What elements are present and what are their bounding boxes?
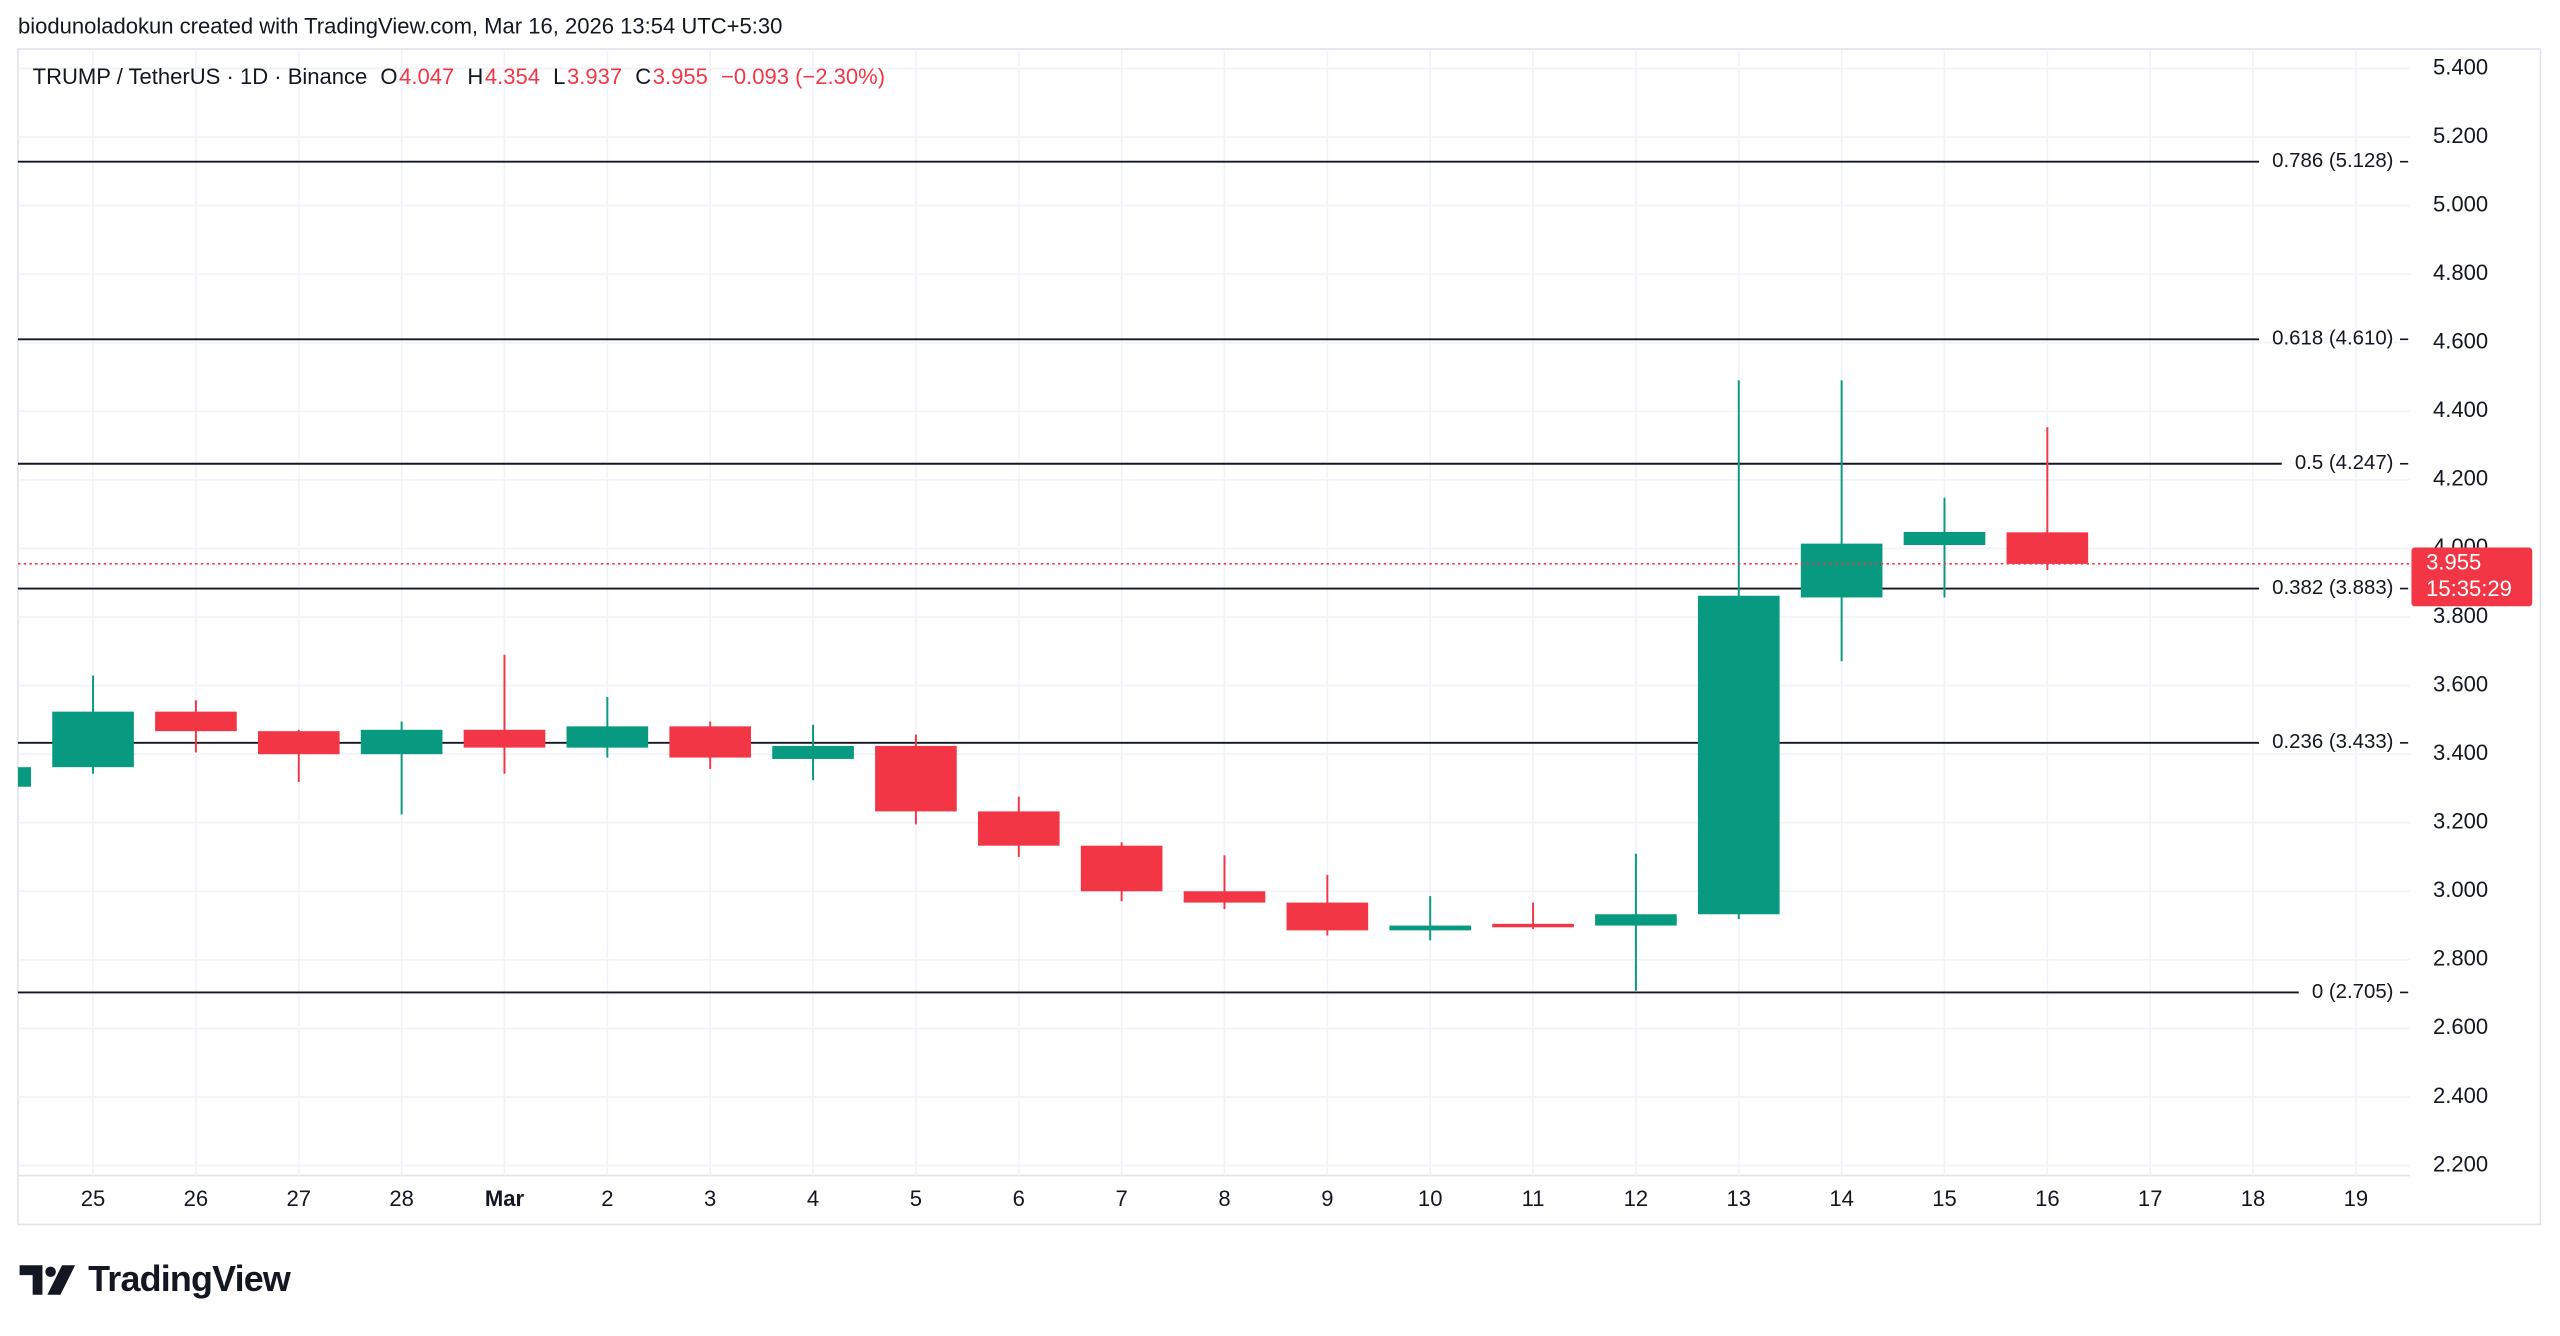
candle-body: [1183, 891, 1266, 903]
y-tick-label: 3.400: [2433, 740, 2488, 765]
x-tick-label: 9: [1321, 1186, 1333, 1211]
candle-body: [1286, 902, 1369, 931]
legend-value: 4.047: [399, 64, 454, 89]
price-tag-countdown: 15:35:29: [2426, 576, 2512, 601]
legend: TRUMP / TetherUS · 1D · Binance O 4.047 H 4…: [33, 64, 885, 89]
x-tick-label: 26: [184, 1186, 209, 1211]
x-tick-label: 5: [910, 1186, 922, 1211]
candle-body: [463, 729, 546, 748]
candle-body: [155, 711, 237, 732]
x-tick-label: 12: [1624, 1186, 1649, 1211]
x-tick-label: 28: [389, 1186, 414, 1211]
candle-body: [977, 811, 1060, 846]
candle-body: [566, 726, 649, 748]
x-tick-label: 13: [1727, 1186, 1752, 1211]
x-tick-label: 3: [704, 1186, 716, 1211]
x-tick-label: 16: [2035, 1186, 2060, 1211]
y-tick-label: 4.200: [2433, 466, 2488, 491]
y-tick-label: 3.200: [2433, 809, 2488, 834]
x-tick-label: 4: [807, 1186, 819, 1211]
x-tick-label: 8: [1218, 1186, 1230, 1211]
x-tick-label: Mar: [485, 1186, 525, 1211]
y-tick-label: 4.600: [2433, 329, 2488, 354]
candle-body: [1595, 914, 1677, 926]
axes: 2.200 2.400 2.600 2.800 3.000 3.200 3.400 3.600…: [81, 54, 2533, 1211]
legend-change: −0.093 (−2.30%): [721, 64, 885, 89]
candle-body: [1492, 923, 1574, 928]
y-tick-label: 3.000: [2433, 877, 2488, 902]
x-tick-label: 11: [1522, 1186, 1545, 1211]
candle-body: [17, 767, 32, 787]
x-tick-label: 7: [1115, 1186, 1127, 1211]
x-tick-label: 2: [601, 1186, 613, 1211]
legend-value: 3.955: [653, 64, 708, 89]
candle-body: [1080, 845, 1163, 892]
x-tick-label: 17: [2138, 1186, 2163, 1211]
legend-label: C: [635, 64, 651, 89]
candle-body: [669, 726, 752, 758]
legend-label: O: [380, 64, 397, 89]
candle-body: [52, 711, 134, 768]
logo: TradingView: [19, 1258, 292, 1299]
y-tick-label: 3.800: [2433, 603, 2488, 628]
candle-body: [360, 729, 443, 755]
candle-body: [1800, 543, 1883, 598]
y-tick-label: 5.000: [2433, 191, 2488, 216]
candle-body: [1903, 531, 1986, 546]
logo-icon: [19, 1265, 76, 1295]
brand: TradingView: [88, 1258, 291, 1299]
x-tick-label: 10: [1418, 1186, 1443, 1211]
y-tick-label: 2.600: [2433, 1014, 2488, 1039]
fib-label: 0.5 (4.247): [2295, 452, 2394, 474]
price-tag-value: 3.955: [2426, 550, 2481, 575]
candle-body: [1389, 925, 1472, 931]
chart-frame: [17, 48, 2542, 1226]
fib-label: 0.786 (5.128): [2272, 150, 2393, 172]
y-tick-label: 4.400: [2433, 397, 2488, 422]
y-tick-label: 2.200: [2433, 1151, 2488, 1176]
candle-body: [1697, 595, 1780, 915]
legend-value: 3.937: [567, 64, 622, 89]
grid: [17, 50, 2410, 1176]
candle-body: [2006, 532, 2089, 564]
fib-label: 0.236 (3.433): [2272, 731, 2393, 753]
x-tick-label: 6: [1013, 1186, 1025, 1211]
fib-label: 0.618 (4.610): [2272, 328, 2393, 350]
logo-dot: [45, 1266, 56, 1278]
x-tick-label: 15: [1932, 1186, 1957, 1211]
y-tick-label: 5.200: [2433, 123, 2488, 148]
fib-label: 0.382 (3.883): [2272, 577, 2393, 599]
y-tick-label: 5.400: [2433, 54, 2488, 79]
x-tick-label: 27: [287, 1186, 312, 1211]
y-tick-label: 3.600: [2433, 671, 2488, 696]
fib-levels: 0.786 (5.128) 0.618 (4.610) 0.5 (4.247) 0.3…: [17, 150, 2409, 1003]
legend-label: L: [553, 64, 565, 89]
price-tag: [2411, 547, 2533, 607]
candle-body: [772, 745, 854, 759]
x-tick-label: 18: [2241, 1186, 2266, 1211]
candle-body: [257, 731, 340, 755]
fib-label: 0 (2.705): [2312, 981, 2394, 1003]
y-tick-label: 2.800: [2433, 946, 2488, 971]
symbol: TRUMP / TetherUS · 1D · Binance: [33, 64, 368, 89]
attribution: biodunoladokun created with TradingView.…: [18, 14, 782, 39]
legend-label: H: [467, 64, 483, 89]
x-tick-label: 25: [81, 1186, 106, 1211]
candles: [17, 380, 2410, 991]
legend-value: 4.354: [485, 64, 540, 89]
y-tick-label: 4.800: [2433, 260, 2488, 285]
x-tick-label: 14: [1829, 1186, 1854, 1211]
y-tick-label: 2.400: [2433, 1083, 2488, 1108]
candle-body: [875, 745, 957, 812]
x-tick-label: 19: [2344, 1186, 2369, 1211]
